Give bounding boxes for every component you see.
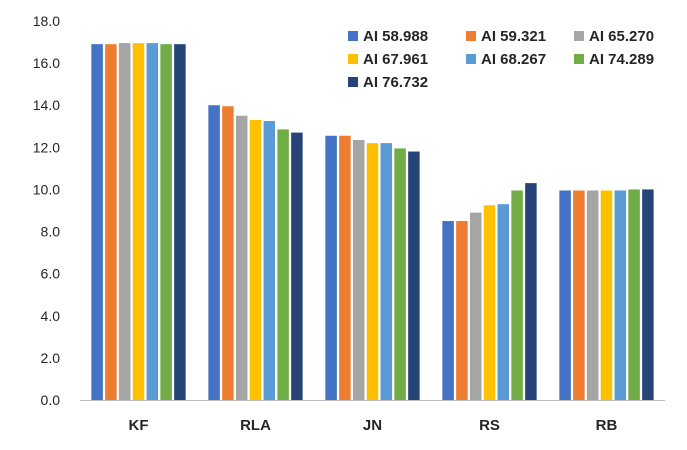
bar-rb-series-2: [573, 190, 585, 400]
bar-rs-series-5: [497, 204, 510, 400]
bar-rla-series-5: [263, 121, 276, 400]
bar-rla-series-6: [277, 129, 289, 400]
bar-jn-series-2: [339, 135, 351, 400]
bar-rb-series-3: [586, 190, 599, 400]
bar-kf-series-5: [146, 43, 159, 401]
bar-rla-series-2: [222, 106, 234, 400]
x-tick-label-kf: KF: [129, 417, 149, 434]
y-tick-label: 18.0: [33, 13, 60, 29]
bar-kf-series-7: [174, 44, 186, 400]
bar-jn-series-6: [394, 148, 406, 400]
bar-rs-series-1: [442, 221, 454, 400]
legend-swatch-4: [348, 54, 358, 64]
bar-kf-series-2: [105, 44, 117, 400]
legend-label-1: AI 58.988: [363, 28, 428, 45]
bar-kf-series-3: [118, 43, 131, 401]
y-tick-label: 14.0: [33, 97, 60, 113]
bar-kf-series-1: [91, 44, 103, 400]
legend-label-7: AI 76.732: [363, 74, 428, 91]
y-tick-label: 12.0: [33, 139, 60, 155]
x-tick-label-rb: RB: [596, 417, 618, 434]
legend-swatch-2: [466, 31, 476, 41]
legend-label-5: AI 68.267: [481, 51, 546, 68]
bar-rla-series-1: [208, 105, 220, 400]
legend-label-6: AI 74.289: [589, 51, 654, 68]
legend-label-4: AI 67.961: [363, 51, 428, 68]
bar-jn-series-5: [380, 143, 393, 400]
bar-rla-series-3: [235, 115, 248, 400]
bar-rb-series-4: [600, 190, 613, 400]
legend-swatch-6: [574, 54, 584, 64]
y-axis: 0.0 2.0 4.0 6.0 8.0 10.0 12.0 14.0 16.0 18.0: [33, 13, 60, 408]
bar-rb-series-7: [642, 189, 654, 400]
x-tick-label-jn: JN: [363, 417, 382, 434]
legend-swatch-7: [348, 77, 358, 87]
bars: [91, 43, 654, 401]
bar-kf-series-6: [160, 44, 172, 400]
bar-rs-series-4: [483, 205, 496, 400]
legend-label-2: AI 59.321: [481, 28, 546, 45]
y-tick-label: 4.0: [41, 308, 61, 324]
legend-swatch-3: [574, 31, 584, 41]
bar-jn-series-3: [352, 139, 365, 400]
bar-jn-series-4: [366, 143, 379, 400]
bar-rs-series-2: [456, 221, 468, 400]
y-tick-label: 10.0: [33, 181, 60, 197]
y-tick-label: 2.0: [41, 350, 61, 366]
bar-rb-series-5: [614, 190, 627, 400]
x-tick-label-rla: RLA: [240, 417, 271, 434]
bar-rla-series-4: [249, 119, 262, 401]
y-tick-label: 6.0: [41, 266, 61, 282]
bar-kf-series-4: [132, 43, 145, 401]
bar-rs-series-3: [469, 212, 482, 400]
legend-swatch-1: [348, 31, 358, 41]
bar-rs-series-6: [511, 190, 523, 400]
bar-rb-series-1: [559, 190, 571, 400]
bar-rla-series-7: [291, 132, 303, 400]
y-tick-label: 0.0: [41, 392, 61, 408]
bar-jn-series-7: [408, 151, 420, 400]
x-axis: KF RLA JN RS RB: [80, 400, 665, 434]
x-tick-label-rs: RS: [479, 417, 500, 434]
legend-swatch-5: [466, 54, 476, 64]
legend: AI 58.988 AI 59.321 AI 65.270 AI 67.961 AI 6…: [348, 28, 654, 91]
y-tick-label: 8.0: [41, 224, 61, 240]
bar-rs-series-7: [525, 183, 537, 400]
legend-label-3: AI 65.270: [589, 28, 654, 45]
bar-rb-series-6: [628, 189, 640, 400]
bar-jn-series-1: [325, 135, 337, 400]
y-tick-label: 16.0: [33, 55, 60, 71]
